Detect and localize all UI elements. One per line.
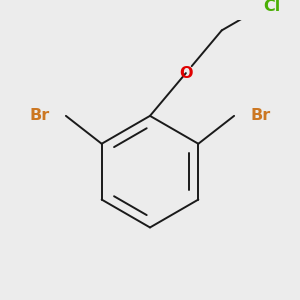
Text: Br: Br	[30, 108, 50, 123]
Text: Br: Br	[250, 108, 270, 123]
Text: Cl: Cl	[263, 0, 280, 14]
Text: O: O	[179, 66, 193, 81]
